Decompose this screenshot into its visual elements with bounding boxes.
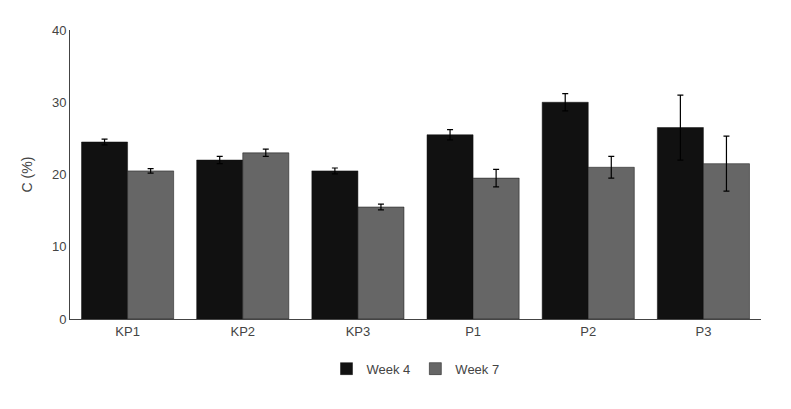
svg-text:KP2: KP2 <box>230 324 255 339</box>
svg-text:30: 30 <box>52 95 66 110</box>
svg-text:P1: P1 <box>465 324 481 339</box>
svg-text:0: 0 <box>59 312 66 327</box>
svg-text:C (%): C (%) <box>19 157 35 193</box>
svg-text:Week 4: Week 4 <box>367 362 411 377</box>
svg-text:P3: P3 <box>695 324 711 339</box>
svg-text:20: 20 <box>52 167 66 182</box>
svg-text:P2: P2 <box>580 324 596 339</box>
svg-text:KP3: KP3 <box>346 324 371 339</box>
svg-text:10: 10 <box>52 239 66 254</box>
svg-text:40: 40 <box>52 23 66 38</box>
svg-text:KP1: KP1 <box>115 324 140 339</box>
svg-text:Week 7: Week 7 <box>455 362 499 377</box>
